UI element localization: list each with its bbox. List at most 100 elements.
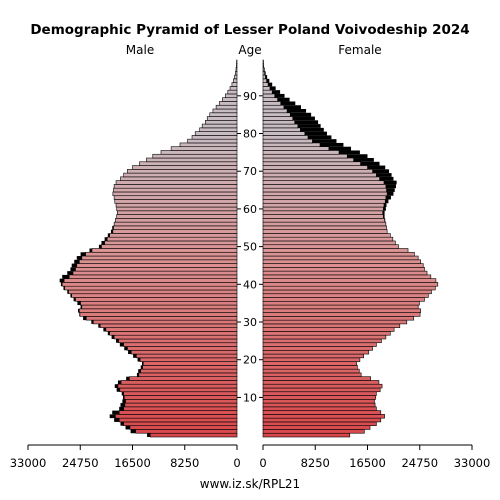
female-bar-age-97 [262, 67, 265, 72]
female-x-tick-label: 24750 [401, 456, 438, 470]
female-bar-age-84 [262, 116, 294, 121]
age-tick-label: 10 [243, 391, 257, 404]
female-excess-age-66 [385, 184, 396, 189]
male-excess-age-34 [80, 305, 82, 309]
female-excess-age-72 [360, 161, 380, 166]
female-excess-age-90 [274, 93, 285, 98]
male-label: Male [126, 43, 154, 57]
female-bar-age-0 [262, 432, 351, 438]
male-bar-age-21 [136, 353, 238, 359]
male-bar-age-44 [75, 267, 238, 272]
female-excess-age-95 [265, 75, 268, 79]
female-bar-age-48 [262, 251, 415, 257]
female-excess-age-93 [268, 82, 273, 87]
male-bar-age-39 [64, 285, 238, 291]
female-bar-age-41 [262, 278, 437, 283]
female-excess-age-68 [379, 176, 394, 181]
female-bar-age-94 [262, 78, 267, 83]
female-excess-age-84 [292, 116, 315, 121]
male-excess-age-32 [79, 312, 80, 317]
male-bar-age-51 [104, 240, 238, 246]
male-excess-age-9 [122, 399, 126, 404]
female-excess-age-83 [294, 120, 319, 125]
male-excess-age-13 [114, 384, 118, 388]
female-bar-age-40 [262, 282, 439, 287]
male-bar-age-32 [79, 312, 238, 317]
female-excess-age-79 [307, 135, 332, 140]
male-bar-age-37 [71, 293, 238, 298]
male-bar-age-46 [79, 259, 238, 264]
male-bar-age-66 [113, 184, 238, 189]
male-excess-age-25 [116, 338, 119, 343]
female-bar-age-35 [262, 300, 420, 306]
female-bar-age-56 [262, 221, 387, 227]
male-excess-age-31 [83, 316, 87, 321]
female-excess-age-59 [382, 210, 385, 215]
female-bar-age-67 [262, 180, 385, 185]
female-excess-age-76 [328, 146, 352, 151]
male-bar-age-11 [123, 391, 238, 396]
female-excess-age-64 [387, 191, 394, 196]
male-bar-age-49 [91, 248, 238, 253]
female-bar-age-65 [262, 187, 387, 193]
male-excess-age-44 [70, 267, 76, 272]
female-excess-age-57 [384, 218, 386, 223]
male-bar-age-33 [79, 308, 238, 313]
female-excess-age-92 [269, 86, 276, 91]
male-bar-age-27 [109, 331, 238, 336]
male-bar-age-68 [120, 176, 238, 181]
female-bar-age-8 [262, 402, 376, 408]
male-bar-age-70 [127, 169, 238, 174]
female-bar-age-74 [262, 153, 348, 159]
female-bar-age-60 [262, 206, 384, 212]
male-bar-age-3 [123, 421, 238, 426]
male-bar-age-29 [99, 323, 238, 328]
male-bar-age-6 [118, 410, 238, 415]
male-excess-age-10 [123, 395, 125, 400]
male-bar-age-48 [85, 251, 238, 257]
male-excess-age-29 [98, 323, 101, 328]
female-bars [262, 59, 439, 438]
male-bar-age-20 [139, 357, 238, 362]
male-excess-age-54 [110, 229, 113, 234]
male-bar-age-35 [80, 300, 238, 306]
male-bar-age-59 [117, 210, 238, 215]
female-excess-age-85 [290, 112, 312, 117]
female-excess-age-62 [385, 199, 389, 204]
female-x-tick-label: 16500 [349, 456, 386, 470]
male-excess-age-3 [120, 421, 124, 426]
male-bar-age-63 [113, 195, 238, 200]
female-bar-age-75 [262, 150, 340, 155]
male-bar-age-50 [101, 244, 238, 249]
male-bar-age-79 [191, 135, 238, 140]
age-tick-label: 20 [243, 354, 257, 367]
male-excess-age-15 [126, 376, 130, 381]
female-bar-age-5 [262, 414, 385, 419]
male-bar-age-22 [130, 349, 238, 355]
age-tick-label: 60 [243, 203, 257, 216]
female-bar-age-20 [262, 357, 361, 362]
male-bar-age-96 [235, 71, 238, 76]
female-excess-age-61 [383, 203, 387, 208]
female-excess-age-69 [376, 173, 392, 177]
female-excess-age-81 [300, 127, 324, 132]
female-bar-age-90 [262, 93, 276, 99]
female-excess-age-67 [383, 180, 397, 185]
male-bar-age-60 [116, 206, 238, 212]
male-excess-age-37 [70, 293, 72, 298]
male-excess-age-2 [125, 425, 130, 430]
male-excess-age-4 [114, 418, 120, 422]
male-bar-age-94 [233, 78, 238, 83]
female-bar-age-28 [262, 327, 395, 332]
male-bars [61, 59, 238, 438]
x-axis: 33000 24750 16500 8250 0 0 8250 16500 24750 33000 [10, 444, 490, 470]
female-excess-age-63 [385, 195, 391, 200]
male-excess-age-45 [71, 263, 77, 268]
male-x-tick-label: 33000 [10, 456, 47, 470]
male-bar-age-75 [160, 150, 238, 155]
female-excess-age-60 [383, 207, 386, 211]
male-bar-age-93 [231, 82, 238, 87]
excess-bars [59, 60, 397, 437]
male-bar-age-2 [129, 425, 238, 430]
female-bar-age-86 [262, 108, 288, 114]
